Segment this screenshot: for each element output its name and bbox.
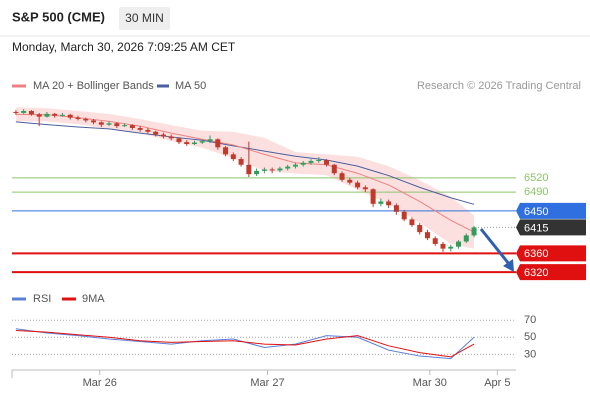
candle-body xyxy=(91,120,97,123)
candle-body xyxy=(44,113,50,117)
candle-body xyxy=(145,129,151,132)
legend-label: MA 20 + Bollinger Bands xyxy=(33,80,154,92)
candle-body xyxy=(409,219,415,226)
candle-body xyxy=(230,154,236,160)
candle-body xyxy=(246,164,252,175)
candle-body xyxy=(223,147,229,155)
candle-body xyxy=(292,164,298,167)
candle-body xyxy=(168,136,174,139)
level-box xyxy=(516,202,586,219)
legend-label: 9MA xyxy=(82,293,105,305)
projection-arrow-head xyxy=(503,259,514,272)
candle-body xyxy=(129,125,135,128)
candle-body xyxy=(277,168,283,171)
level-box xyxy=(516,264,586,281)
candle-body xyxy=(285,166,291,169)
candle-body xyxy=(300,162,306,165)
level-label: 6450 xyxy=(524,206,548,218)
rsi-tick-label: 30 xyxy=(524,348,536,360)
x-tick-label: Mar 27 xyxy=(250,377,284,389)
candle-body xyxy=(160,134,166,137)
candle-body xyxy=(331,164,337,174)
candle-body xyxy=(440,243,446,249)
level-label: 6360 xyxy=(524,248,548,260)
candle-body xyxy=(463,235,469,242)
timeframe-box[interactable] xyxy=(119,7,170,30)
candle-body xyxy=(67,114,73,118)
candle-body xyxy=(386,201,392,206)
candle-body xyxy=(98,122,104,125)
candle-body xyxy=(370,189,376,204)
candle-body xyxy=(83,119,89,121)
candle-body xyxy=(191,142,197,145)
candle-body xyxy=(261,169,267,171)
x-tick-label: Mar 26 xyxy=(83,377,117,389)
candle-body xyxy=(456,241,462,247)
x-tick-label: Mar 30 xyxy=(413,377,447,389)
candle-body xyxy=(424,232,430,239)
candle-body xyxy=(401,211,407,220)
candle-body xyxy=(471,227,477,236)
candle-body xyxy=(347,179,353,183)
rsi-line xyxy=(15,329,475,358)
timeframe[interactable]: 30 MIN xyxy=(125,11,164,25)
level-box xyxy=(516,219,586,236)
level-label: 6415 xyxy=(524,222,548,234)
candle-body xyxy=(114,123,120,127)
candle-body xyxy=(269,169,275,171)
candle-body xyxy=(28,111,34,115)
subtitle: Monday, March 30, 2026 7:09:25 AM CET xyxy=(12,40,236,54)
rsi-line xyxy=(15,328,475,360)
projection-arrow xyxy=(479,228,511,265)
candle-body xyxy=(378,201,384,204)
legend-label: RSI xyxy=(33,293,51,305)
level-label: 6320 xyxy=(524,267,548,279)
rsi-tick-label: 70 xyxy=(524,314,536,326)
candle-body xyxy=(215,139,221,148)
level-label: 6520 xyxy=(524,172,548,184)
chart-title: S&P 500 (CME) xyxy=(12,9,105,24)
x-tick-label: Apr 5 xyxy=(484,377,510,389)
candle-body xyxy=(362,187,368,190)
candle-body xyxy=(75,117,81,120)
candle-body xyxy=(13,111,19,113)
level-box xyxy=(516,245,586,262)
candle-body xyxy=(324,160,330,165)
candle-body xyxy=(106,123,112,125)
candle-body xyxy=(254,170,260,175)
candle-body xyxy=(393,205,399,212)
plot: 6520 6490 6450 6415 6360 6320 Mar 26 Mar 27 Mar … xyxy=(12,107,586,389)
candle-body xyxy=(21,111,27,113)
candle-body xyxy=(339,173,345,180)
candle-body xyxy=(176,138,182,143)
candle-body xyxy=(448,246,454,249)
candle-body xyxy=(52,113,58,116)
candle-body xyxy=(207,139,213,142)
candle-body xyxy=(36,114,42,117)
candle-body xyxy=(153,131,159,135)
candle-body xyxy=(417,225,423,233)
rsi-tick-label: 50 xyxy=(524,331,536,343)
candle-body xyxy=(355,182,361,188)
level-label: 6490 xyxy=(524,186,548,198)
candle-body xyxy=(238,159,244,165)
candle-body xyxy=(137,127,143,130)
candle-body xyxy=(59,114,65,116)
candle-body xyxy=(122,125,128,127)
legend-label: MA 50 xyxy=(175,80,206,92)
source: Research © 2026 Trading Central xyxy=(417,80,581,92)
candle-body xyxy=(432,238,438,244)
candle-body xyxy=(184,142,190,145)
candle-body xyxy=(316,160,322,162)
candle-body xyxy=(308,160,314,163)
candle-body xyxy=(199,141,205,143)
